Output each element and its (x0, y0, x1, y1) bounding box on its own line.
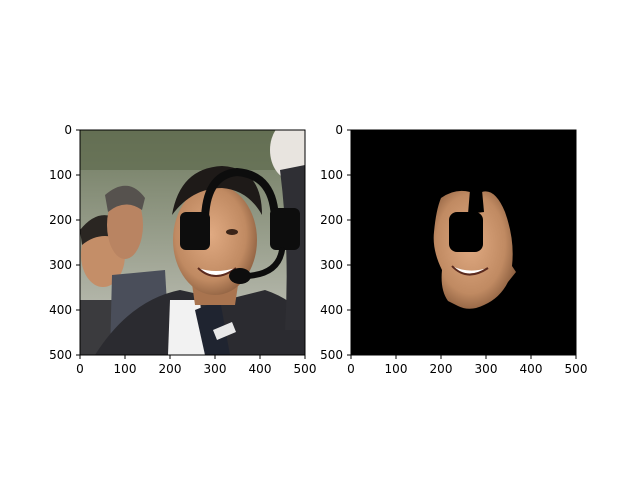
right-ytick-label: 0 (335, 123, 343, 137)
right-ytick-label: 200 (320, 213, 343, 227)
left-ytick-label: 0 (64, 123, 72, 137)
left-xtick-label: 200 (159, 362, 182, 376)
left-ticks: 0 100 200 300 400 500 0 100 200 300 400 500 (49, 123, 316, 376)
photo-image (80, 130, 305, 355)
right-ytick-label: 400 (320, 303, 343, 317)
left-ytick-label: 200 (49, 213, 72, 227)
left-xtick-label: 100 (114, 362, 137, 376)
left-ytick-label: 300 (49, 258, 72, 272)
right-xtick-label: 300 (475, 362, 498, 376)
left-xtick-label: 0 (76, 362, 84, 376)
right-ytick-label: 300 (320, 258, 343, 272)
left-ytick-label: 500 (49, 348, 72, 362)
right-xtick-label: 100 (385, 362, 408, 376)
right-axes-frame (350, 129, 577, 356)
left-image-panel: 0 100 200 300 400 500 0 100 200 300 400 500 (49, 123, 316, 376)
right-ytick-label: 100 (320, 168, 343, 182)
left-ytick-label: 400 (49, 303, 72, 317)
left-xtick-label: 300 (204, 362, 227, 376)
right-xtick-label: 0 (347, 362, 355, 376)
left-axes-frame (79, 129, 306, 356)
left-ytick-label: 100 (49, 168, 72, 182)
right-xtick-label: 200 (430, 362, 453, 376)
left-xtick-label: 500 (294, 362, 317, 376)
right-ticks: 0 100 200 300 400 500 0 100 200 300 400 500 (320, 123, 587, 376)
right-image-panel: 0 100 200 300 400 500 0 100 200 300 400 500 (320, 123, 587, 376)
headset-overlay (180, 167, 300, 284)
mask-image (351, 130, 576, 355)
right-xtick-label: 500 (565, 362, 588, 376)
right-ytick-label: 500 (320, 348, 343, 362)
left-xtick-label: 400 (249, 362, 272, 376)
right-xtick-label: 400 (520, 362, 543, 376)
